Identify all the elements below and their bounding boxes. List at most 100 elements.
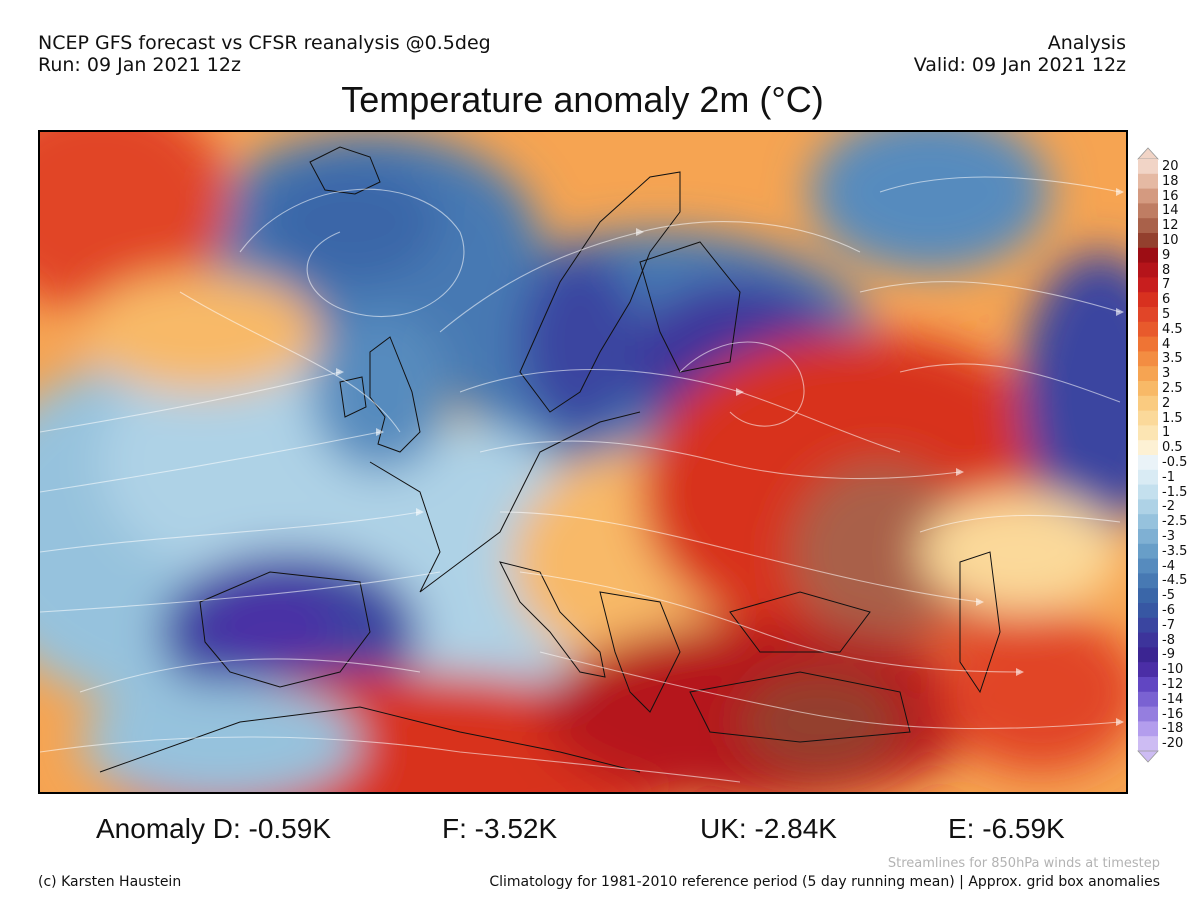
colorbar-tick-label: 20 <box>1162 158 1179 174</box>
colorbar-segment <box>1138 691 1158 708</box>
colorbar-tick-label: -3 <box>1162 528 1175 544</box>
colorbar-segment <box>1138 603 1158 619</box>
colorbar-tick-label: 14 <box>1162 203 1179 219</box>
colorbar-segment <box>1138 395 1158 412</box>
streamlines <box>40 176 1121 783</box>
colorbar-segment <box>1138 277 1158 293</box>
colorbar-segment <box>1138 351 1158 367</box>
colorbar-segment <box>1138 529 1158 545</box>
colorbar-segment <box>1138 440 1158 456</box>
colorbar-segment <box>1138 366 1158 382</box>
colorbar-segment <box>1138 425 1158 441</box>
colorbar-tick-label: 6 <box>1162 292 1171 308</box>
colorbar-tick-label: -1 <box>1162 469 1175 485</box>
header-right: Analysis Valid: 09 Jan 2021 12z <box>914 32 1126 76</box>
colorbar-segment <box>1138 469 1158 486</box>
anomaly-d-value: Anomaly D: -0.59K <box>96 813 331 844</box>
colorbar-tick-label: 10 <box>1162 232 1179 248</box>
colorbar-tick-label: 0.5 <box>1162 440 1183 456</box>
colorbar-segment <box>1138 307 1158 323</box>
colorbar-tick-label: -0.5 <box>1162 454 1188 470</box>
valid-time-label: Valid: 09 Jan 2021 12z <box>913 54 1126 76</box>
anomaly-map <box>38 130 1128 794</box>
colorbar-segment <box>1138 632 1158 648</box>
colorbar-segment <box>1138 188 1158 204</box>
colorbar-tick-label: 1 <box>1162 425 1171 441</box>
colorbar-tick-label: 5 <box>1162 306 1171 322</box>
colorbar-segment <box>1138 247 1158 264</box>
colorbar-tick-label: 12 <box>1162 218 1179 234</box>
colorbar-segment <box>1138 558 1158 574</box>
streamlines-note: Streamlines for 850hPa winds at timestep <box>887 856 1160 871</box>
colorbar-tick-label: -2.5 <box>1162 514 1188 530</box>
colorbar-segment <box>1138 706 1158 722</box>
map-title: Temperature anomaly 2m (°C) <box>341 79 824 120</box>
colorbar-bottom-arrow <box>1137 750 1159 763</box>
anomaly-map-graphic <box>40 132 1126 792</box>
colorbar-tick-label: -16 <box>1162 706 1184 722</box>
colorbar-tick-label: 4.5 <box>1162 321 1183 337</box>
colorbar-tick-label: 18 <box>1162 173 1179 189</box>
colorbar-tick-label: 16 <box>1162 188 1179 204</box>
colorbar-segment <box>1138 381 1158 397</box>
colorbar-segment <box>1138 736 1158 752</box>
colorbar-segment <box>1138 617 1158 634</box>
credit-label: (c) Karsten Haustein <box>38 874 182 890</box>
anomaly-f-value: F: -3.52K <box>442 813 558 844</box>
colorbar-segment <box>1138 588 1158 604</box>
colorbar-segment <box>1138 721 1158 737</box>
colorbar-segment <box>1138 647 1158 663</box>
header-left: NCEP GFS forecast vs CFSR reanalysis @0.… <box>38 32 491 76</box>
colorbar-segment <box>1138 292 1158 308</box>
anomaly-field <box>40 132 1126 792</box>
colorbar-tick-label: -8 <box>1162 632 1175 648</box>
colorbar-tick-label: -18 <box>1162 721 1184 737</box>
model-source-label: NCEP GFS forecast vs CFSR reanalysis @0.… <box>38 32 491 54</box>
colorbar-segment <box>1138 677 1158 693</box>
colorbar-segment <box>1138 662 1158 678</box>
colorbar-tick-label: -4.5 <box>1162 573 1188 589</box>
colorbar-tick-label: -9 <box>1162 647 1175 663</box>
colorbar-tick-label: -20 <box>1162 736 1184 752</box>
analysis-label: Analysis <box>1047 32 1126 54</box>
anomaly-uk-value: UK: -2.84K <box>700 813 837 844</box>
colorbar-tick-label: -7 <box>1162 617 1175 633</box>
colorbar-tick-label: 2 <box>1162 395 1171 411</box>
colorbar-segment <box>1138 499 1158 515</box>
colorbar-segment <box>1138 262 1158 278</box>
colorbar-top-arrow <box>1137 147 1159 160</box>
streamline-arrows <box>336 188 1124 726</box>
colorbar-tick-label: -6 <box>1162 602 1175 618</box>
colorbar-tick-label: -4 <box>1162 558 1175 574</box>
colorbar-segment <box>1138 203 1158 219</box>
colorbar-tick-label: 3 <box>1162 366 1171 382</box>
colorbar-tick-label: 1.5 <box>1162 410 1183 426</box>
colorbar-segment <box>1138 514 1158 530</box>
colorbar-tick-label: -3.5 <box>1162 543 1188 559</box>
colorbar-segment <box>1138 218 1158 234</box>
colorbar-segment <box>1138 159 1158 175</box>
coastlines <box>99 146 1001 773</box>
colorbar-segment <box>1138 321 1158 338</box>
colorbar-tick-label: -12 <box>1162 676 1184 692</box>
run-time-label: Run: 09 Jan 2021 12z <box>38 54 241 76</box>
anomaly-e-value: E: -6.59K <box>948 813 1065 844</box>
colorbar-tick-label: -14 <box>1162 691 1184 707</box>
colorbar-tick-label: 2.5 <box>1162 380 1183 396</box>
colorbar-segment <box>1138 410 1158 426</box>
colorbar-tick-label: -5 <box>1162 588 1175 604</box>
colorbar-segment <box>1138 233 1158 249</box>
colorbar-segment <box>1138 484 1158 500</box>
colorbar-tick-label: 7 <box>1162 277 1171 293</box>
colorbar-tick-label: -2 <box>1162 499 1175 515</box>
colorbar-segment <box>1138 543 1158 560</box>
colorbar-segment <box>1138 455 1158 471</box>
colorbar-segment <box>1138 573 1158 589</box>
colorbar-tick-label: -10 <box>1162 662 1184 678</box>
colorbar-tick-label: -1.5 <box>1162 484 1188 500</box>
colorbar-tick-label: 8 <box>1162 262 1171 278</box>
colorbar-tick-label: 9 <box>1162 247 1171 263</box>
colorbar-tick-label: 3.5 <box>1162 351 1183 367</box>
colorbar-segment <box>1138 336 1158 352</box>
